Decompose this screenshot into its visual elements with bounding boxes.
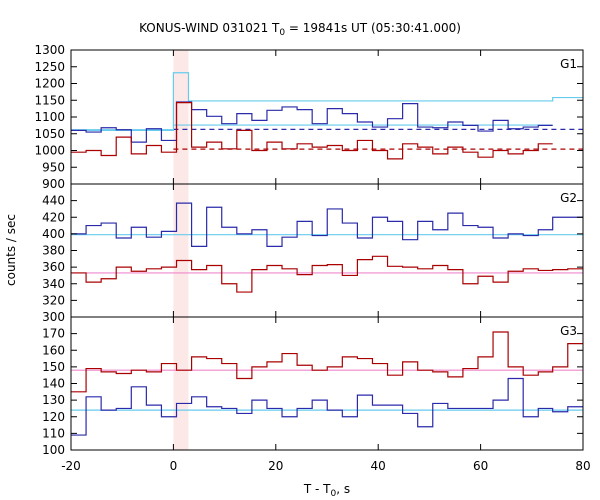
y-tick-label: 400 [42,227,65,241]
y-tick-label: 420 [42,210,65,224]
series-dark-red-G3 [71,331,583,393]
series-upper-G1 [71,72,583,131]
y-tick-label: 1300 [34,43,65,57]
highlight-band [173,50,189,450]
x-tick-label: 40 [371,459,386,473]
panel-frame-G2 [70,183,584,318]
y-tick-label: 950 [42,160,65,174]
title-subscript: 0 [279,28,285,38]
highlight-band-layer [173,50,189,450]
panel-label-G3: G3 [560,324,577,338]
xlabel-main: T - T [303,482,331,496]
y-tick-label: 320 [42,293,65,307]
x-tick-label: 0 [170,459,178,473]
y-tick-label: 150 [42,360,65,374]
y-tick-label: 140 [42,377,65,391]
series-dark-blue-G3 [71,377,583,436]
panel-label-G2: G2 [560,191,577,205]
panel-frame-G3 [70,316,584,451]
y-tick-label: 300 [42,310,65,324]
x-tick-label: 20 [268,459,283,473]
y-tick-label: 360 [42,260,65,274]
title-rest: = 19841s UT (05:30:41.000) [285,21,461,35]
y-tick-label: 1100 [34,110,65,124]
y-tick-label: 1050 [34,127,65,141]
y-axis-label: counts / sec [4,214,18,286]
y-tick-label: 900 [42,177,65,191]
y-tick-label: 340 [42,277,65,291]
series-dark-red-G1 [71,101,553,160]
xlabel-subscript: 0 [331,489,337,499]
y-tick-label: 160 [42,343,65,357]
xlabel-rest: , s [336,482,350,496]
series-layer [71,72,583,436]
y-tick-label: 1000 [34,144,65,158]
x-tick-label: 60 [473,459,488,473]
y-tick-label: 380 [42,244,65,258]
title-main: KONUS-WIND 031021 T [139,21,280,35]
y-tick-label: 110 [42,426,65,440]
x-tick-label: -20 [61,459,81,473]
y-tick-label: 1200 [34,77,65,91]
y-tick-label: 120 [42,410,65,424]
series-dark-blue-G2 [71,202,583,247]
y-tick-label: 130 [42,393,65,407]
x-tick-label: 80 [575,459,590,473]
x-axis-label: T - T0, s [303,482,350,499]
tick-layer: 9009501000105011001150120012501300G13003… [34,43,590,473]
panel-label-G1: G1 [560,57,577,71]
y-tick-label: 170 [42,327,65,341]
y-tick-label: 1250 [34,60,65,74]
chart-title: KONUS-WIND 031021 T0 = 19841s UT (05:30:… [139,21,461,38]
series-dark-red-G2 [71,255,583,293]
y-tick-label: 1150 [34,93,65,107]
y-tick-label: 440 [42,194,65,208]
y-tick-label: 100 [42,443,65,457]
series-dark-blue-G1 [71,101,553,143]
